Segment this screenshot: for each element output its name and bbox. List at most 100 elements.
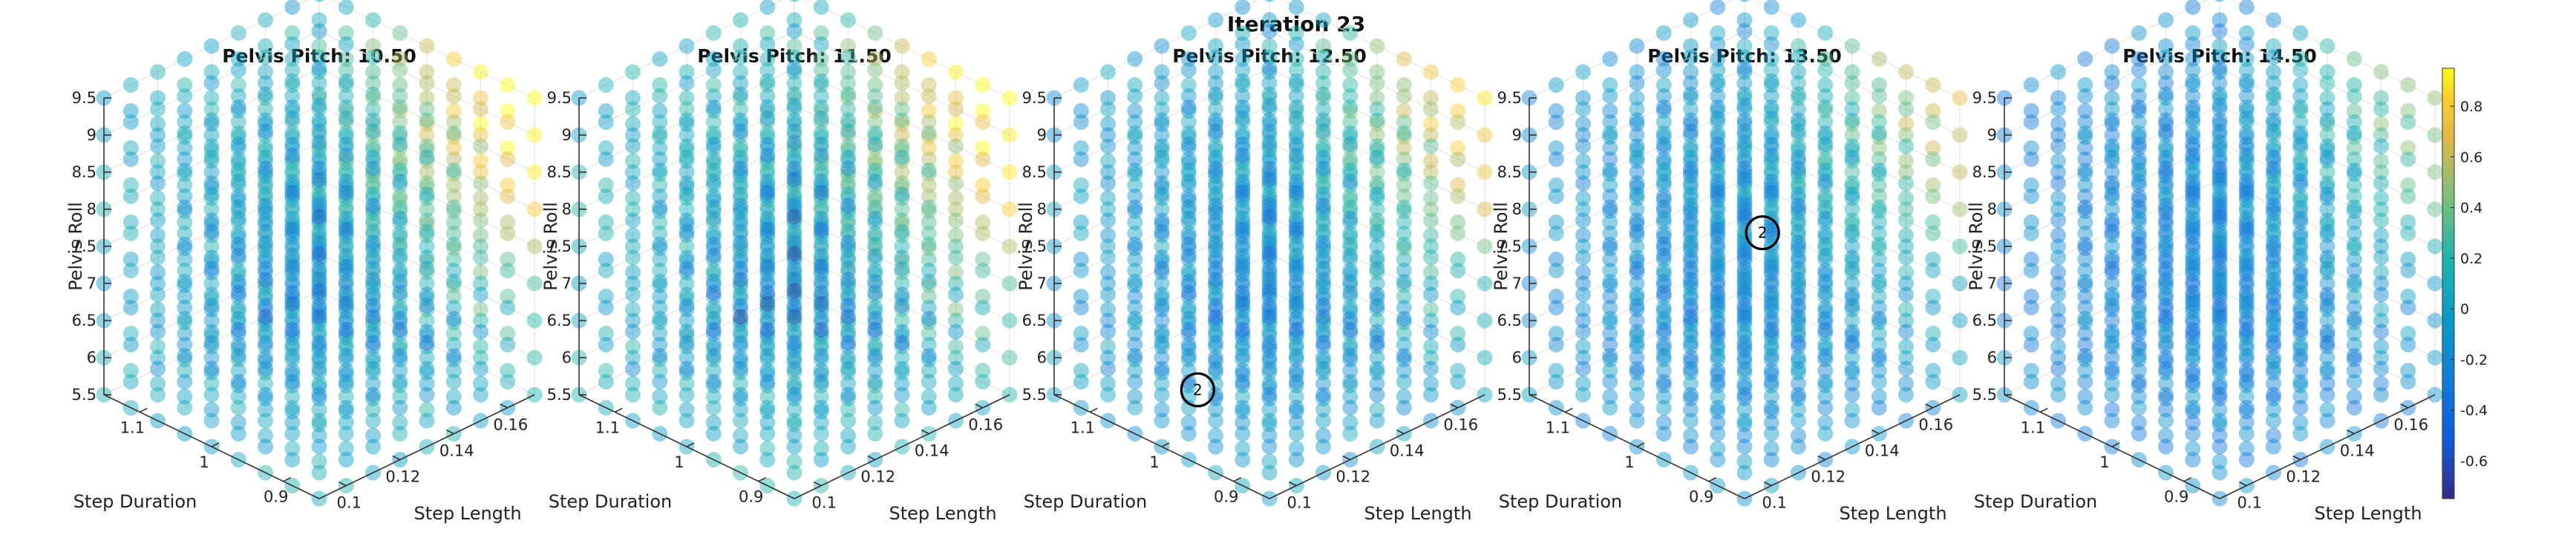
- data-point: [1342, 125, 1359, 141]
- data-point: [2104, 179, 2120, 195]
- data-point: [473, 101, 488, 117]
- data-point: [1763, 252, 1779, 267]
- data-point: [1235, 188, 1251, 204]
- data-point: [392, 151, 408, 167]
- data-point: [203, 101, 220, 117]
- data-point: [1235, 214, 1251, 230]
- data-point: [1736, 253, 1753, 269]
- data-point: [1791, 238, 1806, 255]
- data-point: [813, 25, 829, 41]
- data-point: [1288, 367, 1304, 382]
- data-point: [1315, 335, 1331, 351]
- data-point: [840, 101, 856, 117]
- data-point: [2266, 164, 2281, 180]
- data-point: [365, 401, 381, 418]
- data-point: [258, 249, 273, 266]
- data-point: [1288, 255, 1304, 271]
- data-point: [311, 342, 327, 358]
- data-point: [1261, 160, 1278, 177]
- data-point: [1763, 296, 1779, 312]
- data-point: [473, 264, 488, 280]
- data-point: [1261, 349, 1278, 366]
- data-point: [1710, 36, 1726, 52]
- data-point: [230, 352, 246, 367]
- data-point: [177, 226, 193, 241]
- data-point: [311, 164, 327, 180]
- data-point: [500, 263, 516, 278]
- data-point: [2319, 387, 2335, 403]
- data-point: [2211, 60, 2228, 76]
- data-point: [1791, 212, 1806, 229]
- data-point: [284, 214, 301, 230]
- data-point: [2158, 253, 2174, 269]
- data-point: [1450, 363, 1466, 378]
- data-point: [1629, 212, 1645, 229]
- data-point: [284, 367, 301, 382]
- data-point: [150, 387, 166, 403]
- data-point: [2104, 164, 2120, 180]
- data-point: [894, 64, 910, 80]
- data-point: [1315, 242, 1331, 258]
- data-point: [1736, 223, 1753, 240]
- data-point: [733, 427, 748, 444]
- data-point: [284, 62, 301, 78]
- data-point: [365, 260, 381, 277]
- data-point: [1208, 175, 1223, 191]
- data-point: [1073, 151, 1089, 167]
- data-point: [679, 38, 695, 54]
- data-point: [2292, 303, 2309, 319]
- data-point: [1736, 12, 1753, 28]
- scatter-points: [1521, 0, 1968, 507]
- z-tick-label: 9.5: [1497, 89, 1522, 107]
- data-point: [258, 38, 273, 54]
- data-point: [1100, 324, 1116, 340]
- data-point: [1710, 326, 1726, 341]
- data-point: [1871, 389, 1887, 404]
- data-point: [1791, 138, 1806, 154]
- data-point: [1288, 378, 1304, 393]
- data-point: [150, 64, 166, 80]
- data-point: [2211, 301, 2228, 318]
- data-point: [392, 214, 408, 230]
- data-point: [365, 387, 381, 403]
- data-point: [786, 75, 802, 91]
- data-point: [1208, 361, 1223, 377]
- data-point: [338, 266, 354, 282]
- data-point: [2319, 127, 2335, 143]
- data-point: [230, 348, 246, 364]
- data-point: [2292, 99, 2309, 115]
- data-point: [1791, 75, 1806, 91]
- data-point: [1180, 352, 1197, 367]
- data-point: [1575, 349, 1591, 366]
- colorbar-tick-label: -0.2: [2460, 352, 2488, 368]
- data-point: [392, 322, 408, 338]
- data-point: [1710, 452, 1726, 467]
- data-point: [311, 134, 327, 151]
- data-point: [392, 363, 408, 378]
- data-point: [867, 211, 883, 226]
- data-point: [1127, 337, 1143, 352]
- data-point: [1736, 116, 1753, 132]
- data-point: [921, 252, 937, 267]
- y-tick-label: 0.9: [2164, 488, 2188, 506]
- data-point: [2131, 129, 2147, 145]
- data-point: [867, 240, 883, 256]
- data-point: [1423, 127, 1439, 143]
- data-point: [230, 400, 246, 416]
- data-point: [1477, 275, 1493, 292]
- data-point: [203, 179, 220, 195]
- data-point: [786, 416, 802, 433]
- data-point: [1369, 361, 1385, 377]
- y-tick-mark: [1089, 407, 1098, 413]
- data-point: [2185, 111, 2201, 126]
- data-point: [921, 311, 937, 326]
- data-point: [1127, 311, 1143, 326]
- data-point: [813, 300, 829, 315]
- data-point: [2427, 164, 2443, 180]
- scatter-points: [571, 0, 1018, 507]
- data-point: [2238, 441, 2255, 456]
- data-point: [894, 223, 910, 240]
- data-point: [311, 279, 327, 295]
- data-point: [2104, 90, 2120, 106]
- data-point: [122, 374, 139, 390]
